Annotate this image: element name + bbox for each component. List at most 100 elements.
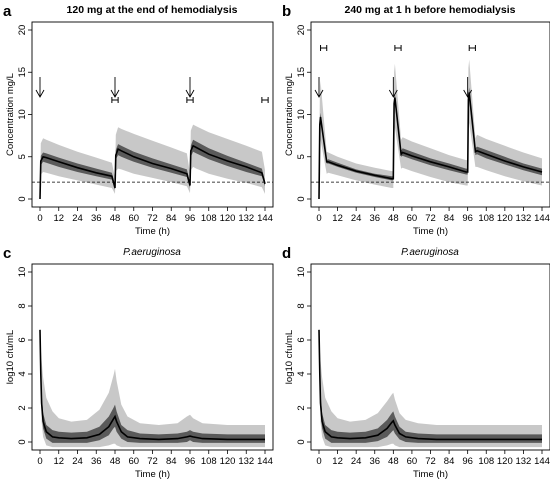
x-tick-label: 12 <box>332 456 343 467</box>
y-tick-label: 10 <box>17 267 28 278</box>
y-axis-label: Concentration mg/L <box>284 73 295 156</box>
x-tick-label: 24 <box>72 456 83 467</box>
panel-title: 240 mg at 1 h before hemodialysis <box>345 4 516 16</box>
dose-arrow-head <box>110 89 120 98</box>
y-tick-label: 15 <box>17 67 28 78</box>
y-tick-label: 2 <box>17 405 28 410</box>
x-tick-label: 96 <box>185 213 196 224</box>
x-tick-label: 120 <box>220 456 236 467</box>
x-tick-label: 60 <box>128 456 139 467</box>
x-tick-label: 36 <box>369 213 380 224</box>
x-axis-label: Time (h) <box>413 469 448 480</box>
plot-area <box>318 329 542 448</box>
x-tick-label: 84 <box>444 213 455 224</box>
y-tick-label: 20 <box>17 25 28 36</box>
x-tick-label: 12 <box>53 213 64 224</box>
outer-prediction-band <box>319 329 542 448</box>
panel-title: P.aeruginosa <box>401 247 459 258</box>
panel-letter: a <box>3 3 12 20</box>
outer-prediction-band <box>40 329 265 448</box>
median-line <box>318 329 542 441</box>
x-tick-label: 108 <box>201 456 217 467</box>
x-tick-label: 36 <box>91 213 102 224</box>
x-tick-label: 72 <box>147 456 158 467</box>
x-tick-label: 12 <box>332 213 343 224</box>
median-line <box>39 329 265 441</box>
panel-letter: c <box>3 245 11 262</box>
y-tick-label: 6 <box>296 337 307 342</box>
x-tick-label: 96 <box>462 456 473 467</box>
dose-arrow-icon <box>314 77 324 98</box>
panel-letter: b <box>282 3 291 20</box>
dose-arrow-head <box>314 89 324 98</box>
median-line <box>318 92 543 200</box>
dialysis-interval-marker <box>186 97 194 103</box>
dose-arrow-head <box>388 89 398 98</box>
x-tick-label: 144 <box>534 213 550 224</box>
dose-arrow-icon <box>388 77 398 98</box>
x-tick-label: 84 <box>444 456 455 467</box>
dialysis-interval-marker <box>261 97 269 103</box>
dose-arrow-head <box>463 89 473 98</box>
y-tick-label: 10 <box>17 109 28 120</box>
chart-panel-a: 0 12 24 36 48 60 72 84 96 108 120 132 144 0 5 10 15 20 Tim… <box>3 3 274 237</box>
y-tick-label: 4 <box>17 371 28 376</box>
x-tick-label: 120 <box>497 213 513 224</box>
x-axis-label: Time (h) <box>413 226 448 237</box>
y-axis-label: log10 cfu/mL <box>5 330 16 384</box>
x-tick-label: 120 <box>497 456 513 467</box>
y-axis-label: log10 cfu/mL <box>284 330 295 384</box>
y-tick-label: 4 <box>296 371 307 376</box>
x-tick-label: 132 <box>238 213 254 224</box>
y-tick-label: 10 <box>296 267 307 278</box>
x-tick-label: 84 <box>166 213 177 224</box>
dialysis-interval-marker <box>394 45 402 51</box>
x-tick-label: 132 <box>238 456 254 467</box>
dose-arrow-icon <box>463 77 473 98</box>
panel-title: 120 mg at the end of hemodialysis <box>67 4 238 16</box>
chart-panel-d: 0 12 24 36 48 60 72 84 96 108 120 132 1440246810Time… <box>282 245 550 480</box>
dose-arrow-icon <box>185 77 195 98</box>
y-tick-label: 20 <box>296 25 307 36</box>
chart-panel-c: 0 12 24 36 48 60 72 84 96 108 120 132 1440246810Time… <box>3 245 274 480</box>
x-tick-label: 0 <box>316 456 321 467</box>
x-tick-label: 84 <box>166 456 177 467</box>
dose-arrow-icon <box>110 77 120 98</box>
x-tick-label: 72 <box>147 213 158 224</box>
dose-arrow-icon <box>35 77 45 98</box>
y-tick-label: 8 <box>296 303 307 308</box>
dose-arrow-head <box>35 89 45 98</box>
x-tick-label: 96 <box>185 456 196 467</box>
x-tick-label: 48 <box>110 456 121 467</box>
y-tick-label: 0 <box>17 439 28 444</box>
chart-panel-b: 0 12 24 36 48 60 72 84 96 108 120 132 144 0 5 10 15 20 Tim… <box>282 3 550 237</box>
plot-frame <box>310 21 550 208</box>
x-tick-label: 0 <box>37 456 42 467</box>
x-tick-label: 60 <box>407 213 418 224</box>
x-tick-label: 144 <box>257 456 273 467</box>
x-axis-label: Time (h) <box>135 469 170 480</box>
x-tick-label: 60 <box>407 456 418 467</box>
y-tick-label: 2 <box>296 405 307 410</box>
x-tick-label: 108 <box>478 213 494 224</box>
y-tick-label: 6 <box>17 337 28 342</box>
x-tick-label: 108 <box>201 213 217 224</box>
x-tick-label: 12 <box>53 456 64 467</box>
x-tick-label: 36 <box>91 456 102 467</box>
y-tick-label: 8 <box>17 303 28 308</box>
x-tick-label: 0 <box>316 213 321 224</box>
y-tick-label: 15 <box>296 67 307 78</box>
y-tick-label: 5 <box>17 154 28 159</box>
x-tick-label: 144 <box>257 213 273 224</box>
x-tick-label: 132 <box>515 456 531 467</box>
y-tick-label: 0 <box>296 196 307 201</box>
outer-prediction-band <box>319 59 542 199</box>
x-tick-label: 0 <box>37 213 42 224</box>
dialysis-interval-marker <box>111 97 119 103</box>
median-line <box>39 144 266 200</box>
plot-area <box>32 124 273 200</box>
dose-arrow-head <box>185 89 195 98</box>
y-axis-label: Concentration mg/L <box>5 73 16 156</box>
x-tick-label: 132 <box>515 213 531 224</box>
x-tick-label: 36 <box>369 456 380 467</box>
